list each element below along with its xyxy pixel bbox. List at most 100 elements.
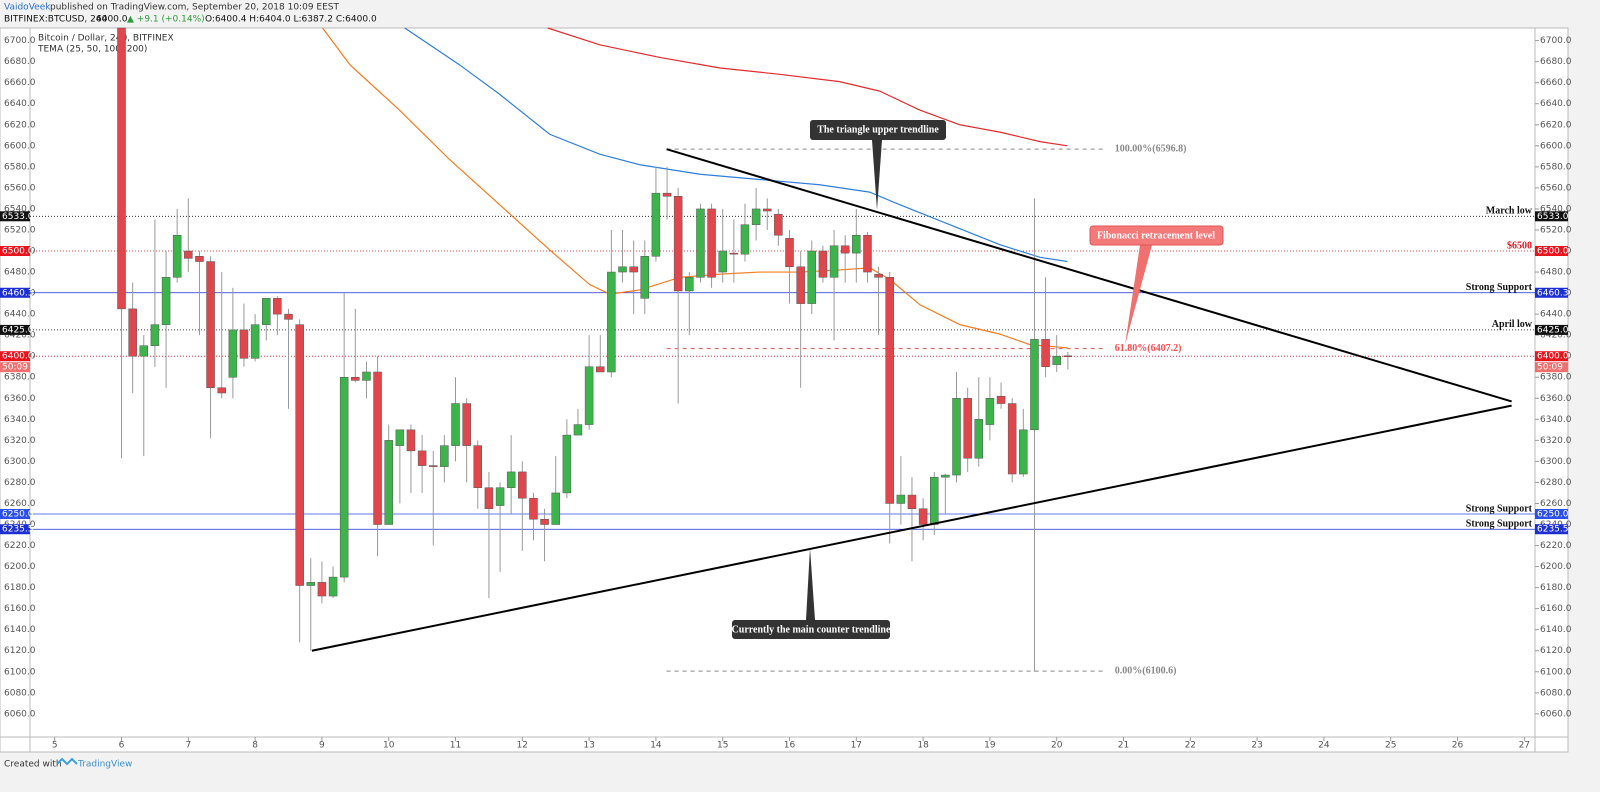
candle-body — [1019, 429, 1028, 475]
y-tick-label: 6680.0 — [4, 57, 36, 67]
y-tick-label: 6160.0 — [1540, 604, 1572, 614]
y-tick-label: 6140.0 — [4, 625, 36, 635]
candle-body — [128, 308, 137, 357]
candle-body — [328, 576, 338, 597]
candle-body — [840, 245, 850, 254]
candle-body — [740, 224, 750, 255]
candle-body — [662, 192, 672, 197]
x-tick-label: 12 — [517, 741, 528, 751]
candle-body — [941, 474, 950, 478]
fib-label: 0.00%(6100.6) — [1115, 665, 1177, 676]
candle-body — [930, 476, 939, 525]
candle-body — [829, 245, 839, 278]
x-tick-label: 26 — [1452, 741, 1464, 751]
countdown-tag — [0, 362, 30, 373]
candle-body — [651, 192, 661, 257]
candle-body — [139, 345, 149, 357]
candle-body — [262, 298, 271, 325]
callout-box — [810, 120, 946, 140]
price-tag-label: 6460.3 — [1537, 288, 1569, 298]
price-tag — [0, 211, 30, 222]
price-tag-label: 6235.5 — [2, 525, 34, 535]
candle-body — [1063, 355, 1073, 358]
y-tick-label: 6260.0 — [1540, 499, 1572, 509]
x-tick-label: 15 — [717, 741, 728, 751]
y-tick-label: 6520.0 — [4, 225, 36, 235]
candle-body — [774, 213, 783, 236]
x-tick-label: 22 — [1185, 741, 1196, 751]
x-tick-label: 23 — [1251, 741, 1262, 751]
trendline — [666, 148, 1512, 403]
candle-body — [618, 266, 627, 273]
y-tick-label: 6620.0 — [4, 120, 36, 130]
price-tag-label: 6425.0 — [2, 325, 34, 335]
y-tick-label: 6100.0 — [4, 667, 36, 677]
x-tick-label: 9 — [319, 741, 325, 751]
author[interactable]: VaidoVeek — [4, 3, 51, 13]
y-tick-label: 6360.0 — [4, 394, 36, 404]
price-tag — [1535, 324, 1568, 335]
candle-body — [506, 471, 516, 488]
callout-text: Fibonacci retracement level — [1097, 230, 1215, 241]
x-tick-label: 5 — [52, 741, 58, 751]
price-tag-label: 6250.0 — [2, 509, 34, 519]
candle-body — [874, 273, 883, 278]
candle-body — [1030, 339, 1039, 431]
candle-body — [339, 376, 349, 578]
candle-body — [796, 266, 805, 304]
candle-body — [273, 298, 282, 315]
candle-body — [562, 434, 572, 494]
y-tick-label: 6640.0 — [1540, 99, 1572, 109]
candle-body — [685, 277, 694, 292]
x-tick-label: 7 — [185, 741, 191, 751]
indicator-label: TEMA (25, 50, 100, 200) — [37, 45, 147, 55]
candle-body — [484, 487, 494, 509]
moving-average — [322, 27, 1068, 349]
candle-body — [295, 324, 304, 586]
y-tick-label: 6280.0 — [1540, 478, 1572, 488]
candle-body — [807, 250, 817, 304]
candle-body — [362, 371, 371, 381]
callout-box — [1089, 225, 1224, 246]
y-tick-label: 6540.0 — [1540, 204, 1572, 214]
x-tick-label: 16 — [784, 741, 796, 751]
candle-body — [306, 582, 316, 586]
price-tag-label: 6460.3 — [2, 288, 34, 298]
price-tag-label: 6500.0 — [1537, 247, 1569, 257]
candle-body — [529, 497, 538, 520]
callout-text: Currently the main counter trendline — [732, 624, 891, 635]
y-tick-label: 6220.0 — [1540, 541, 1572, 551]
price-line-label: $6500 — [1507, 240, 1532, 251]
candle-body — [785, 238, 794, 268]
y-tick-label: 6320.0 — [1540, 436, 1572, 446]
y-tick-label: 6700.0 — [4, 36, 36, 46]
candle-body — [518, 471, 527, 499]
y-tick-label: 6580.0 — [4, 162, 36, 172]
price-tag — [1535, 211, 1568, 222]
y-tick-label: 6480.0 — [1540, 268, 1572, 278]
price-tag-label: 6235.5 — [1537, 525, 1569, 535]
y-tick-label: 6360.0 — [1540, 394, 1572, 404]
candle-body — [495, 487, 505, 506]
footer-brand[interactable]: TradingView — [77, 760, 132, 770]
candle-body — [239, 329, 249, 359]
fib-label: 61.80%(6407.2) — [1115, 343, 1182, 354]
y-tick-label: 6100.0 — [1540, 667, 1572, 677]
y-tick-label: 6420.0 — [1540, 331, 1572, 341]
candle-body — [596, 366, 605, 373]
callout-text: The triangle upper trendline — [817, 124, 939, 135]
candle-body — [150, 324, 160, 346]
callout-pointer — [1125, 245, 1152, 345]
candle-body — [161, 277, 171, 325]
candle-body — [952, 398, 961, 476]
y-tick-label: 6060.0 — [4, 709, 36, 719]
y-tick-label: 6420.0 — [4, 331, 36, 341]
y-tick-label: 6260.0 — [4, 499, 36, 509]
candle-body — [250, 324, 260, 359]
y-tick-label: 6300.0 — [4, 457, 36, 467]
x-tick-label: 10 — [383, 741, 395, 751]
price-tag — [1535, 351, 1568, 362]
candle-body — [852, 234, 861, 254]
callout-pointer — [806, 548, 815, 620]
candle-body — [907, 494, 917, 509]
